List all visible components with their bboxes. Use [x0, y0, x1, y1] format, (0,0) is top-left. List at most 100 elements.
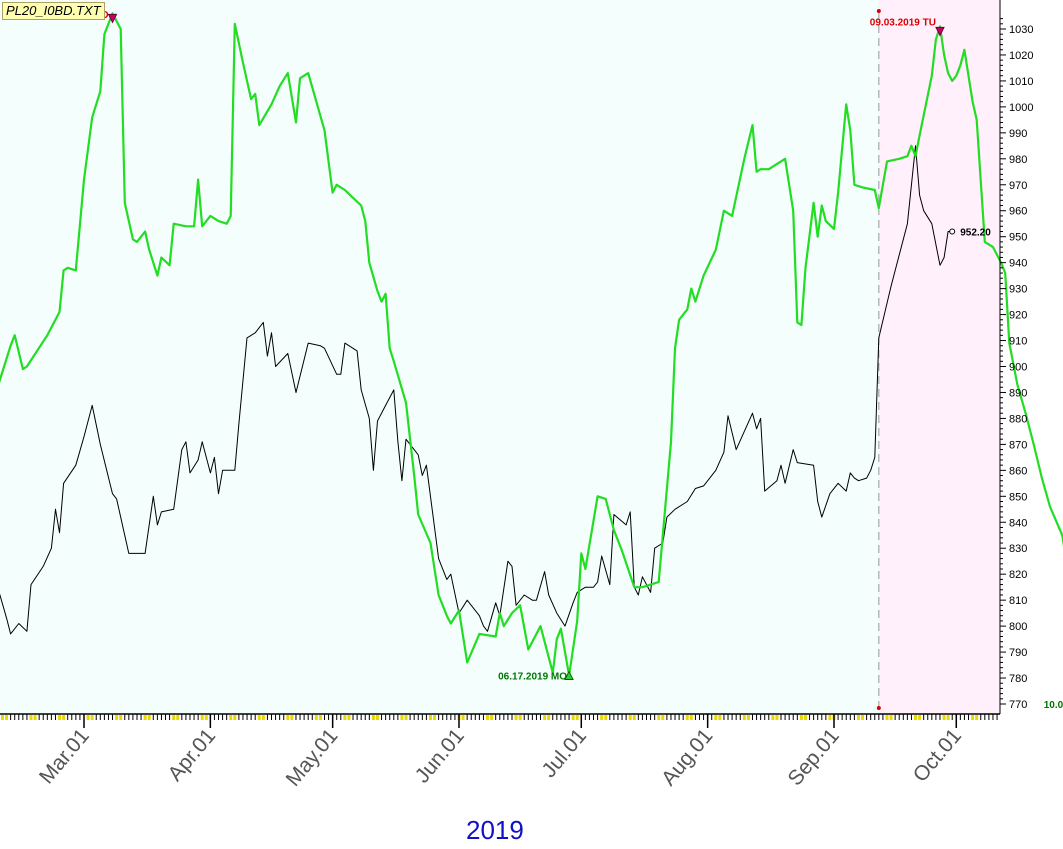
- weekend-tick: [689, 715, 693, 720]
- high-label-1: 09.03.2019 TU: [870, 17, 936, 28]
- y-tick-label: 790: [1009, 647, 1027, 659]
- y-tick-label: 780: [1009, 673, 1027, 685]
- y-tick-label: 990: [1009, 128, 1027, 140]
- weekend-tick: [685, 715, 689, 720]
- weekend-tick: [204, 715, 208, 720]
- weekend-tick: [885, 715, 889, 720]
- y-tick-label: 770: [1009, 699, 1027, 711]
- weekend-tick: [803, 715, 807, 720]
- weekend-tick: [490, 715, 494, 720]
- weekend-tick: [771, 715, 775, 720]
- low-marker-2: [564, 670, 574, 680]
- x-tick-label: Aug.01: [657, 724, 717, 790]
- y-tick-label: 1010: [1009, 76, 1033, 88]
- weekend-tick: [143, 715, 147, 720]
- weekend-tick: [229, 715, 233, 720]
- weekend-tick: [314, 715, 318, 720]
- y-tick-label: 920: [1009, 310, 1027, 322]
- black-series-line: [0, 145, 953, 635]
- chart-title: PL20_I0BD.TXT: [2, 2, 105, 20]
- plot-background: [0, 0, 1000, 714]
- y-tick-label: 1000: [1009, 102, 1033, 114]
- y-tick-label: 970: [1009, 180, 1027, 192]
- y-tick-label: 930: [1009, 284, 1027, 296]
- weekend-tick: [200, 715, 204, 720]
- weekend-tick: [975, 715, 979, 720]
- weekend-tick: [746, 715, 750, 720]
- y-tick-label: 840: [1009, 517, 1027, 529]
- x-axis-year-label: 2019: [466, 815, 524, 845]
- y-tick-label: 880: [1009, 413, 1027, 425]
- weekend-tick: [632, 715, 636, 720]
- weekend-tick: [261, 715, 265, 720]
- weekend-tick: [428, 715, 432, 720]
- weekend-tick: [33, 715, 37, 720]
- weekend-tick: [343, 715, 347, 720]
- y-tick-label: 860: [1009, 465, 1027, 477]
- weekend-tick: [775, 715, 779, 720]
- y-tick-label: 910: [1009, 336, 1027, 348]
- x-tick-label: Oct.01: [909, 724, 966, 786]
- y-axis: 770 780 790 800 810 820 830 840 850 860 870 880 890 9…: [999, 0, 1033, 714]
- weekend-tick: [604, 715, 608, 720]
- weekend-tick: [318, 715, 322, 720]
- weekend-tick: [29, 715, 33, 720]
- y-tick-label: 1020: [1009, 50, 1033, 62]
- forecast-region: [878, 0, 1000, 714]
- weekend-tick: [742, 715, 746, 720]
- weekend-tick: [942, 715, 946, 720]
- y-tick-label: 960: [1009, 206, 1027, 218]
- x-tick-label: Mar.01: [35, 724, 94, 788]
- weekend-tick: [600, 715, 604, 720]
- y-tick-label: 1030: [1009, 24, 1033, 36]
- low-label-3: 10.09.2019 WD: [1044, 700, 1063, 711]
- y-tick-label: 980: [1009, 154, 1027, 166]
- weekend-tick: [257, 715, 261, 720]
- weekend-tick: [347, 715, 351, 720]
- y-tick-label: 900: [1009, 362, 1027, 374]
- weekend-tick: [946, 715, 950, 720]
- weekend-tick: [718, 715, 722, 720]
- weekend-tick: [547, 715, 551, 720]
- x-tick-label: Apr.01: [164, 724, 221, 785]
- x-tick-label: Sep.01: [783, 724, 843, 790]
- weekend-tick: [914, 715, 918, 720]
- weekend-tick: [856, 715, 860, 720]
- weekend-tick: [571, 715, 575, 720]
- forecast-divider: [876, 9, 881, 710]
- y-tick-label: 820: [1009, 569, 1027, 581]
- weekend-tick: [290, 715, 294, 720]
- divider-dot-bottom: [876, 706, 881, 710]
- weekend-tick: [90, 715, 94, 720]
- weekend-tick: [404, 715, 408, 720]
- weekend-tick: [147, 715, 151, 720]
- weekend-tick: [799, 715, 803, 720]
- weekend-tick: [371, 715, 375, 720]
- weekend-tick: [461, 715, 465, 720]
- weekend-tick: [5, 715, 9, 720]
- y-tick-label: 800: [1009, 621, 1027, 633]
- y-tick-label: 850: [1009, 491, 1027, 503]
- y-tick-label: 940: [1009, 258, 1027, 270]
- weekend-tick: [233, 715, 237, 720]
- y-tick-label: 890: [1009, 387, 1027, 399]
- weekend-tick: [400, 715, 404, 720]
- weekend-tick: [889, 715, 893, 720]
- y-tick-label: 870: [1009, 439, 1027, 451]
- y-tick-label: 830: [1009, 543, 1027, 555]
- weekend-tick: [918, 715, 922, 720]
- high-marker-1: [935, 26, 945, 37]
- weekend-tick: [714, 715, 718, 720]
- x-tick-label: May.01: [282, 724, 343, 790]
- weekend-tick: [115, 715, 119, 720]
- low-label-2: 06.17.2019 MO: [498, 671, 567, 682]
- weekend-tick: [375, 715, 379, 720]
- last-value-label: 952.20: [960, 228, 991, 239]
- weekend-tick: [62, 715, 66, 720]
- x-tick-label: Jul.01: [537, 724, 591, 782]
- weekend-tick: [514, 715, 518, 720]
- weekend-tick: [861, 715, 865, 720]
- divider-dot-top: [876, 9, 881, 13]
- weekend-tick: [657, 715, 661, 720]
